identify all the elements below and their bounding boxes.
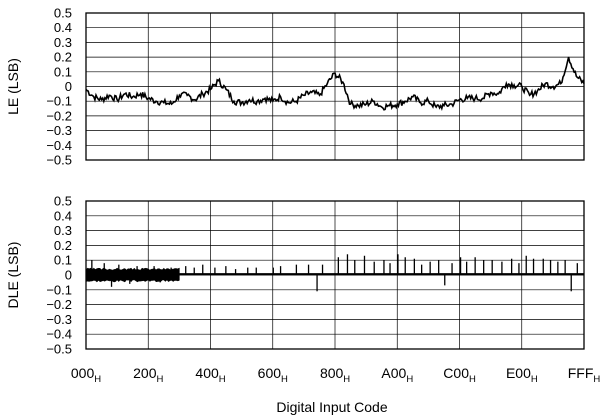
x-tick-labels: 000H 200H 400H 600H 800H A00H C00H E00H FFFH (71, 365, 601, 385)
le-y-tick-label: −0.4 (46, 138, 72, 153)
x-tick-label: FFFH (568, 365, 601, 385)
dle-noise-band (85, 267, 180, 283)
x-tick-label: C00H (443, 365, 476, 385)
le-y-tick-label: −0.5 (46, 153, 72, 168)
dle-y-tick-label: −0.2 (46, 297, 72, 312)
le-y-axis-label: LE (LSB) (5, 58, 21, 115)
dle-plot-frame (85, 200, 585, 350)
x-tick-label: 600H (258, 365, 288, 385)
x-tick-label: 200H (133, 365, 163, 385)
dle-panel: 0.50.40.30.20.10−0.1−0.2−0.3−0.4−0.5 DLE… (5, 194, 585, 357)
dle-spikes (91, 254, 584, 292)
le-y-tick-label: −0.3 (46, 123, 72, 138)
dle-y-tick-label: −0.5 (46, 342, 72, 357)
le-y-tick-label: 0 (65, 79, 72, 94)
le-y-tick-label: 0.4 (54, 20, 72, 35)
x-tick-label: A00H (381, 365, 413, 385)
le-plot-frame (85, 12, 585, 161)
le-y-tick-labels: 0.50.40.30.20.10−0.1−0.2−0.3−0.4−0.5 (46, 6, 72, 168)
le-y-tick-label: 0.2 (54, 50, 72, 65)
x-axis-label: Digital Input Code (276, 399, 388, 415)
le-y-tick-label: 0.1 (54, 64, 72, 79)
dle-y-tick-label: 0.3 (54, 223, 72, 238)
le-y-tick-label: 0.5 (54, 6, 72, 21)
le-panel: 0.50.40.30.20.10−0.1−0.2−0.3−0.4−0.5 LE … (5, 6, 585, 168)
dle-y-tick-label: 0.1 (54, 253, 72, 268)
le-grid (86, 13, 584, 160)
x-tick-label: 400H (195, 365, 225, 385)
x-tick-label: E00H (506, 365, 538, 385)
x-tick-label: 800H (320, 365, 350, 385)
dle-y-tick-labels: 0.50.40.30.20.10−0.1−0.2−0.3−0.4−0.5 (46, 194, 72, 357)
dle-y-tick-label: −0.4 (46, 327, 72, 342)
dle-y-tick-label: −0.3 (46, 312, 72, 327)
dle-y-tick-label: 0.5 (54, 194, 72, 209)
x-tick-label: 000H (71, 365, 101, 385)
dle-y-tick-label: −0.1 (46, 282, 72, 297)
dle-y-tick-label: 0.2 (54, 238, 72, 253)
le-series-line (85, 56, 585, 112)
dle-y-tick-label: 0 (65, 268, 72, 283)
le-y-tick-label: −0.2 (46, 108, 72, 123)
le-y-tick-label: 0.3 (54, 35, 72, 50)
le-y-tick-label: −0.1 (46, 94, 72, 109)
dle-y-axis-label: DLE (LSB) (5, 242, 21, 309)
dle-y-tick-label: 0.4 (54, 208, 72, 223)
